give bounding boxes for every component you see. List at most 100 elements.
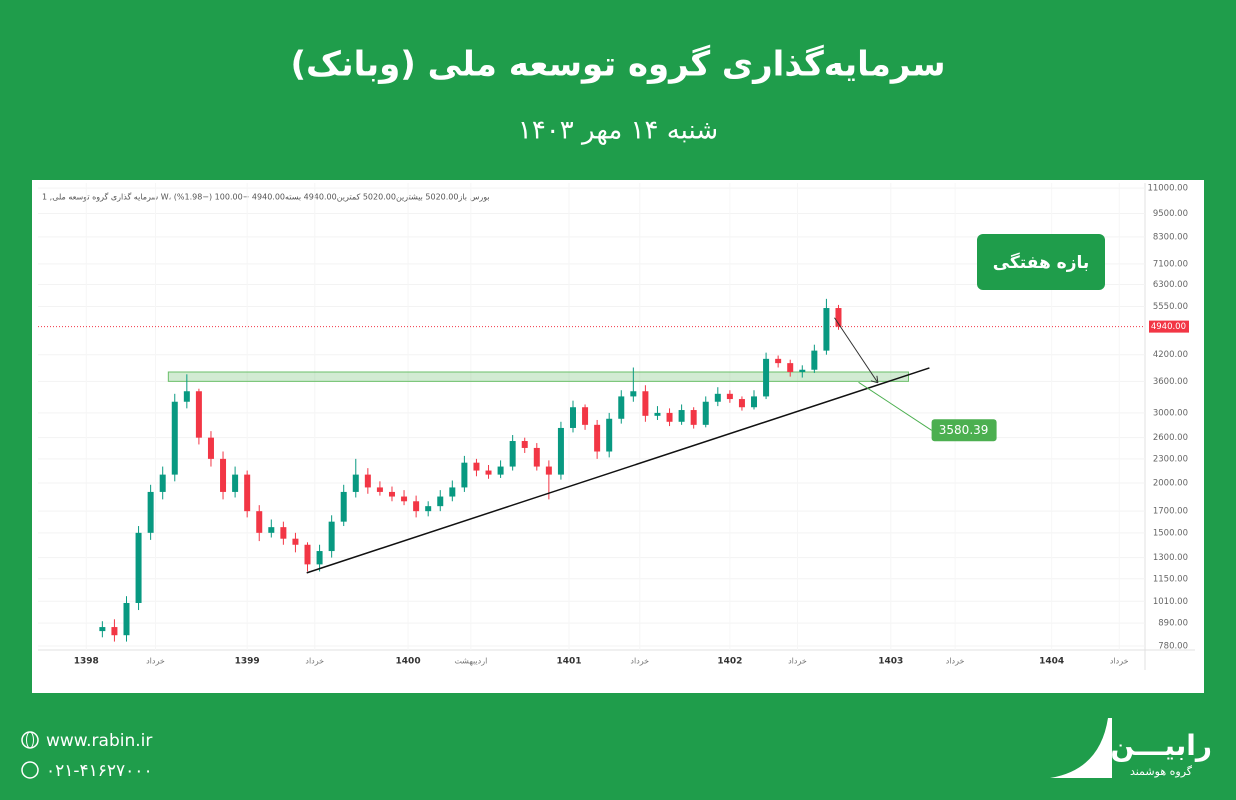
globe-icon xyxy=(26,731,34,749)
y-tick-label: 11000.00 xyxy=(1147,184,1188,194)
y-tick-label: 1150.00 xyxy=(1153,574,1188,584)
y-tick-label: 7100.00 xyxy=(1153,259,1188,269)
candle-body xyxy=(775,358,782,364)
candle-body xyxy=(726,393,733,400)
x-tick-label: خرداد xyxy=(1110,657,1129,666)
arrow-head xyxy=(870,375,879,384)
x-tick-label: خرداد xyxy=(946,657,965,666)
y-tick-label: 3600.00 xyxy=(1153,377,1188,387)
candle-body xyxy=(147,491,154,533)
candle-body xyxy=(799,369,806,373)
candle-body xyxy=(256,511,263,533)
candle-body xyxy=(99,627,106,632)
candle-body xyxy=(183,391,190,402)
y-tick-label: 2300.00 xyxy=(1153,454,1188,464)
candle-body xyxy=(738,399,745,408)
arrow xyxy=(834,317,879,384)
y-tick-label: 2000.00 xyxy=(1153,479,1188,489)
candle-body xyxy=(545,466,552,475)
y-tick-label: 3000.00 xyxy=(1153,408,1188,418)
candle-body xyxy=(521,441,528,448)
candle-body xyxy=(823,308,830,351)
candle-body xyxy=(328,521,335,552)
candle-body xyxy=(401,496,408,502)
candle-body xyxy=(207,437,214,459)
candle-body xyxy=(232,474,239,492)
candle-body xyxy=(280,527,287,539)
candle-body xyxy=(352,474,359,492)
title: سرمایه‌گذاری گروه توسعه ملی (وبانک) xyxy=(290,45,945,85)
subtitle: شنبه ۱۴ مهر ۱۴۰۳ xyxy=(518,116,718,146)
y-tick-label: 8300.00 xyxy=(1153,232,1188,242)
candle-body xyxy=(533,447,540,467)
website: www.rabin.ir xyxy=(46,731,152,751)
target-box xyxy=(931,419,997,442)
candle-body xyxy=(461,462,468,488)
target-connector xyxy=(858,381,932,431)
candle-body xyxy=(340,491,347,522)
x-tick-label: خرداد xyxy=(305,657,324,666)
candle-body xyxy=(763,358,770,397)
logo-mark xyxy=(1050,718,1112,778)
ohlc-header: 1 ,سرمایه گذاری گروه توسعه ملی W، بورس ب… xyxy=(42,192,490,202)
x-tick-label: 1404 xyxy=(1039,657,1064,667)
candle-body xyxy=(220,458,227,492)
y-tick-label: 780.00 xyxy=(1158,641,1188,651)
trendline xyxy=(306,367,930,574)
brand: رابیـــن xyxy=(1110,729,1212,762)
candle-body xyxy=(714,393,721,402)
x-tick-label: خرداد xyxy=(788,657,807,666)
candle-body xyxy=(497,466,504,475)
y-tick-label: 6300.00 xyxy=(1153,280,1188,290)
candle-body xyxy=(702,401,709,425)
x-tick-label: 1399 xyxy=(235,657,260,667)
candle-body xyxy=(195,391,202,438)
y-tick-label: 4200.00 xyxy=(1153,350,1188,360)
candle-body xyxy=(123,602,130,636)
candle-body xyxy=(268,527,275,533)
candle-body xyxy=(171,401,178,475)
candle-body xyxy=(304,544,311,565)
x-tick-label: 1403 xyxy=(878,657,903,667)
candle-body xyxy=(244,474,251,512)
candle-body xyxy=(690,410,697,425)
x-tick-label: 1400 xyxy=(396,657,421,667)
x-tick-label: خرداد xyxy=(630,657,649,666)
candle-body xyxy=(787,363,794,373)
candle-body xyxy=(594,424,601,452)
last-price-box xyxy=(1149,320,1189,333)
support-zone xyxy=(167,371,909,382)
badge: بازه هفتگی xyxy=(993,252,1090,273)
y-tick-label: 1500.00 xyxy=(1153,528,1188,538)
candle-body xyxy=(569,407,576,428)
x-tick-label: 1398 xyxy=(74,657,99,667)
x-tick-label: اردیبهشت xyxy=(454,657,487,666)
y-tick-label: 1700.00 xyxy=(1153,507,1188,517)
candle-body xyxy=(509,441,516,467)
y-tick-label: 5550.00 xyxy=(1153,302,1188,312)
candle-body xyxy=(485,470,492,475)
y-tick-label: 9500.00 xyxy=(1153,209,1188,219)
candle-body xyxy=(449,487,456,497)
x-tick-label: خرداد xyxy=(146,657,165,666)
y-tick-label: 1010.00 xyxy=(1153,597,1188,607)
candle-body xyxy=(811,350,818,370)
x-tick-label: 1402 xyxy=(717,657,742,667)
candle-body xyxy=(135,532,142,603)
y-tick-label: 1300.00 xyxy=(1153,553,1188,563)
candle-body xyxy=(425,506,432,512)
candle-body xyxy=(606,418,613,452)
target-label: 3580.39 xyxy=(939,423,989,437)
candle-body xyxy=(642,391,649,416)
plot: 780.00 890.00 1010.00 1150.00 1300.00 1500.00… xyxy=(38,183,1188,667)
y-tick-label: 890.00 xyxy=(1158,619,1188,629)
candle-body xyxy=(388,491,395,497)
candle-body xyxy=(111,627,118,636)
phone-icon xyxy=(21,761,39,779)
candle-body xyxy=(751,396,758,408)
candle-body xyxy=(376,487,383,492)
candle-body xyxy=(316,551,323,565)
candle-body xyxy=(413,501,420,512)
badge-box xyxy=(977,234,1105,290)
